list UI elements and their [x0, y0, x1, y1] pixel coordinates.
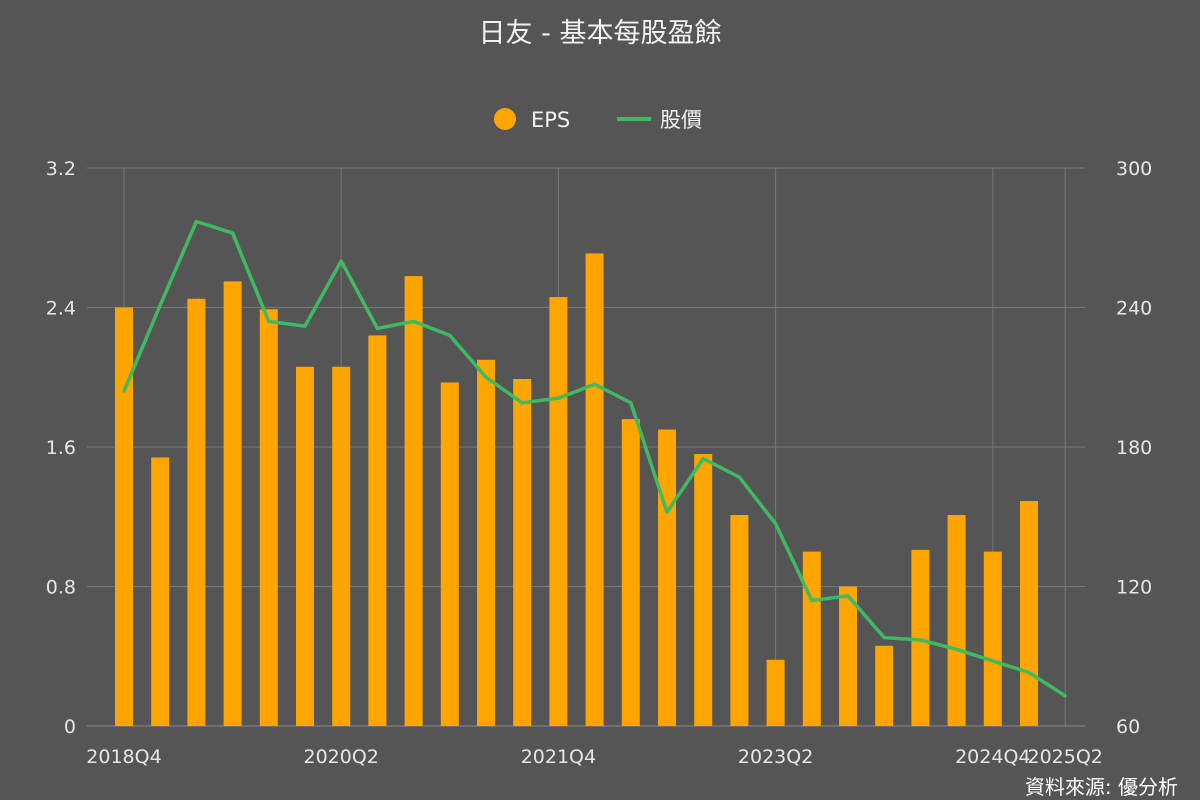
price-point-2020Q4 [412, 319, 416, 324]
price-point-2021Q1 [448, 333, 452, 337]
x-tick-label: 2018Q4 [86, 746, 161, 768]
eps-bar-2019Q4 [259, 309, 278, 726]
eps-bar-2023Q2 [766, 659, 785, 726]
x-tick-label: 2021Q4 [521, 746, 596, 768]
price-point-2023Q3 [810, 598, 814, 603]
x-tick-label: 2025Q2 [1027, 746, 1102, 768]
price-point-2024Q4 [991, 659, 995, 663]
eps-bar-2024Q2 [911, 549, 930, 726]
eps-bar-2019Q1 [151, 457, 170, 726]
right-tick-label: 300 [1116, 158, 1152, 180]
price-point-2019Q1 [158, 303, 162, 307]
eps-bar-2024Q4 [983, 551, 1002, 726]
price-point-2023Q1 [737, 475, 742, 479]
price-point-2019Q2 [194, 219, 198, 224]
right-axis-ticks: 60 120 180 240 300 [1116, 158, 1152, 738]
eps-bar-2025Q1 [1020, 501, 1038, 726]
eps-bar-2022Q1 [585, 253, 604, 726]
right-tick-label: 180 [1116, 437, 1152, 459]
price-point-2023Q2 [774, 522, 778, 526]
eps-bar-2021Q3 [513, 378, 532, 726]
eps-bar-2021Q4 [549, 297, 568, 726]
price-point-2024Q2 [918, 638, 923, 642]
price-point-2025Q1 [1027, 670, 1031, 675]
left-axis-ticks: 0 0.8 1.6 2.4 3.2 [46, 158, 76, 738]
eps-bars [115, 253, 1038, 726]
eps-bar-2019Q3 [223, 281, 242, 726]
legend-eps-label: EPS [531, 108, 570, 132]
right-tick-label: 120 [1116, 577, 1152, 599]
eps-bar-2019Q2 [187, 298, 206, 726]
x-tick-label: 2020Q2 [303, 746, 378, 768]
eps-bar-2023Q1 [730, 515, 749, 726]
price-point-2018Q4 [122, 389, 126, 393]
legend-price-label: 股價 [660, 108, 702, 132]
eps-bar-2022Q3 [658, 429, 676, 726]
eps-bar-2021Q2 [477, 359, 495, 726]
price-point-2020Q1 [303, 324, 307, 328]
price-point-2021Q2 [484, 375, 488, 379]
price-point-2020Q2 [339, 259, 343, 263]
eps-bar-2024Q3 [947, 515, 966, 726]
right-tick-label: 240 [1116, 298, 1152, 320]
x-tick-label: 2024Q4 [955, 746, 1030, 768]
price-point-2020Q3 [375, 326, 379, 331]
eps-bar-2018Q4 [115, 307, 133, 726]
price-point-2022Q2 [629, 401, 633, 405]
x-tick-label: 2023Q2 [738, 746, 813, 768]
price-point-2024Q3 [955, 647, 959, 651]
eps-bar-2022Q4 [694, 453, 713, 726]
legend-eps-marker [494, 108, 516, 130]
price-point-2025Q2 [1063, 694, 1067, 698]
chart-title: 日友 - 基本每股盈餘 [479, 18, 722, 49]
eps-bar-2022Q2 [621, 419, 640, 726]
eps-bar-2023Q4 [839, 586, 857, 726]
price-point-2024Q1 [882, 636, 886, 640]
left-tick-label: 0 [64, 716, 76, 738]
price-point-2023Q4 [846, 594, 850, 598]
price-point-2019Q3 [231, 231, 235, 235]
eps-bar-2020Q3 [368, 335, 387, 726]
left-tick-label: 1.6 [46, 437, 76, 459]
price-point-2021Q3 [520, 401, 524, 405]
left-tick-label: 0.8 [46, 577, 76, 599]
price-point-2022Q1 [593, 382, 597, 386]
left-tick-label: 2.4 [46, 298, 76, 320]
eps-bar-2020Q4 [404, 276, 423, 726]
legend: EPS 股價 [494, 108, 702, 132]
price-point-2022Q3 [665, 510, 669, 514]
price-point-2021Q4 [556, 396, 561, 400]
source-credit: 資料來源: 優分析 [1025, 775, 1178, 799]
eps-bar-2021Q1 [440, 382, 459, 726]
price-line [122, 219, 1067, 698]
price-point-2019Q4 [267, 319, 271, 324]
eps-bar-2024Q1 [875, 645, 894, 726]
eps-bar-2023Q3 [802, 551, 821, 726]
right-tick-label: 60 [1116, 716, 1140, 738]
left-tick-label: 3.2 [46, 158, 76, 180]
eps-bar-2020Q2 [332, 366, 351, 726]
eps-bar-2020Q1 [296, 366, 314, 726]
price-point-2022Q4 [701, 457, 705, 461]
